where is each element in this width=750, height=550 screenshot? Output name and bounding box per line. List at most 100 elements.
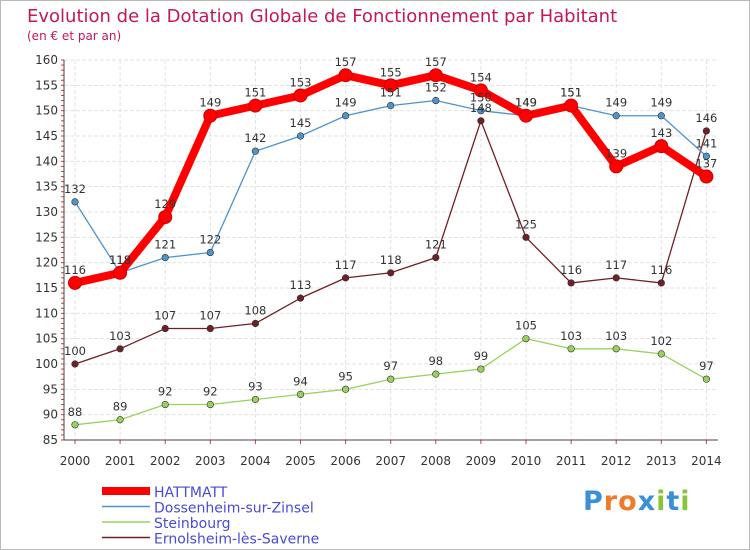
- data-label: 103: [605, 329, 627, 343]
- data-label: 143: [650, 126, 672, 140]
- x-tick-label: 2010: [511, 454, 542, 468]
- data-point: [342, 112, 350, 120]
- data-point: [567, 345, 575, 353]
- data-label: 108: [244, 303, 266, 317]
- data-point: [432, 96, 440, 105]
- data-point-hattmatt: [158, 210, 173, 225]
- logo-letter: t: [666, 486, 681, 517]
- data-point: [296, 132, 305, 140]
- data-label: 139: [605, 146, 627, 160]
- data-label: 137: [695, 157, 717, 171]
- data-point: [657, 350, 665, 358]
- data-point: [567, 279, 575, 287]
- data-point: [206, 400, 214, 409]
- data-point-hattmatt: [519, 108, 533, 123]
- axes: 8590951001051101151201251301351401451501…: [35, 53, 722, 468]
- data-label: 118: [109, 253, 131, 267]
- data-label: 92: [203, 385, 218, 399]
- data-label: 116: [560, 263, 582, 277]
- data-point: [342, 274, 350, 282]
- data-label: 151: [560, 86, 582, 100]
- data-label: 102: [650, 334, 672, 348]
- data-point: [387, 269, 395, 277]
- data-label: 121: [154, 238, 176, 252]
- data-point-hattmatt: [203, 108, 218, 123]
- data-label: 103: [560, 329, 582, 343]
- x-tick-label: 2002: [150, 454, 181, 468]
- x-tick-label: 2009: [466, 454, 497, 468]
- y-tick-label: 120: [35, 256, 58, 270]
- legend-label: Dossenheim-sur-Zinsel: [154, 501, 314, 517]
- x-tick-label: 2006: [330, 454, 361, 468]
- y-tick-label: 150: [35, 104, 58, 118]
- data-point: [296, 390, 305, 399]
- data-label: 118: [109, 253, 131, 267]
- y-tick-label: 155: [35, 78, 58, 92]
- y-tick-label: 125: [35, 230, 58, 244]
- y-tick-label: 100: [35, 357, 58, 371]
- data-label: 93: [248, 379, 263, 393]
- x-tick-label: 2007: [375, 454, 406, 468]
- data-label: 98: [428, 354, 443, 368]
- data-point: [71, 198, 79, 206]
- data-point: [206, 324, 214, 333]
- data-label: 157: [335, 55, 357, 69]
- data-point: [387, 375, 395, 383]
- data-label: 121: [425, 238, 447, 252]
- data-point: [702, 127, 711, 135]
- data-label: 151: [244, 86, 266, 100]
- data-point: [702, 375, 711, 383]
- data-label: 103: [109, 329, 131, 343]
- logo-letter: P: [583, 486, 604, 517]
- data-point: [342, 385, 350, 393]
- data-point-hattmatt: [473, 83, 488, 98]
- data-point: [296, 294, 305, 302]
- legend-label: HATTMATT: [154, 485, 228, 501]
- data-point-hattmatt: [293, 88, 308, 103]
- data-point: [387, 101, 395, 110]
- data-label: 89: [113, 400, 128, 414]
- data-point-hattmatt: [113, 265, 128, 280]
- data-label: 149: [650, 96, 672, 110]
- data-point-hattmatt: [338, 68, 353, 83]
- data-label: 157: [425, 55, 447, 69]
- data-point: [116, 345, 124, 353]
- data-label: 151: [380, 86, 402, 100]
- y-tick-label: 160: [35, 53, 58, 67]
- y-tick-label: 140: [35, 154, 58, 168]
- chart-title: Evolution de la Dotation Globale de Fonc…: [27, 6, 617, 27]
- x-tick-label: 2013: [646, 454, 677, 468]
- x-tick-label: 2008: [421, 454, 452, 468]
- data-point-hattmatt: [68, 275, 82, 290]
- legend: HATTMATTDossenheim-sur-ZinselSteinbourgE…: [102, 485, 319, 548]
- data-point: [657, 279, 665, 287]
- data-label: 97: [383, 359, 398, 373]
- chart-subtitle: (en € et par an): [27, 29, 121, 43]
- data-label: 117: [335, 258, 357, 272]
- data-point-hattmatt: [383, 78, 398, 93]
- data-point: [612, 345, 620, 353]
- y-tick-label: 145: [35, 129, 58, 143]
- data-label: 129: [154, 197, 176, 211]
- data-label: 152: [425, 81, 447, 95]
- data-point-hattmatt: [609, 159, 624, 174]
- data-point: [206, 248, 214, 257]
- data-label: 149: [199, 96, 221, 110]
- data-label: 105: [515, 319, 537, 333]
- data-point: [477, 365, 485, 373]
- legend-label: Steinbourg: [154, 516, 230, 532]
- data-label: 151: [560, 86, 582, 100]
- data-point: [612, 112, 620, 120]
- x-tick-label: 2004: [240, 454, 271, 468]
- data-label: 113: [290, 278, 312, 292]
- data-label: 94: [293, 374, 308, 388]
- data-point: [657, 112, 665, 120]
- data-point: [612, 274, 620, 282]
- data-point-hattmatt: [564, 98, 579, 113]
- legend-label: Ernolsheim-lès-Saverne: [154, 532, 319, 548]
- y-tick-label: 95: [43, 382, 58, 396]
- data-label: 92: [158, 385, 173, 399]
- x-tick-label: 2003: [195, 454, 226, 468]
- data-label: 154: [470, 70, 492, 84]
